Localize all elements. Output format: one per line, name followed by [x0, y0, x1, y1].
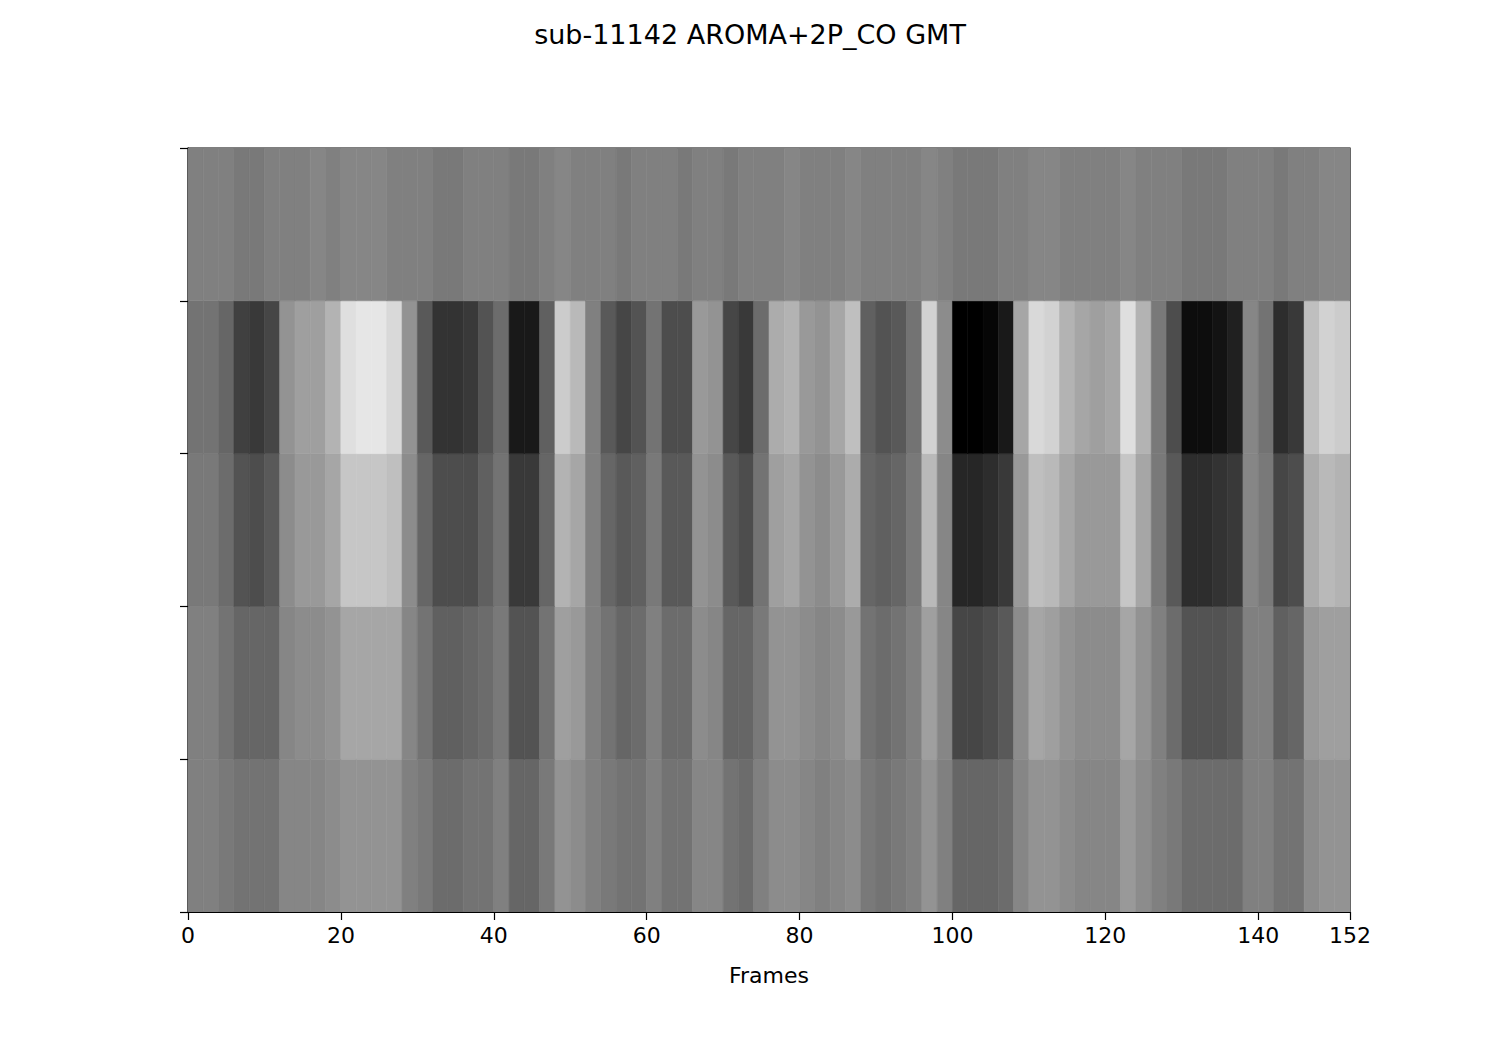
svg-text:20: 20 [327, 923, 355, 948]
svg-text:80: 80 [786, 923, 814, 948]
svg-text:60: 60 [633, 923, 661, 948]
svg-text:140: 140 [1237, 923, 1279, 948]
svg-text:120: 120 [1084, 923, 1126, 948]
svg-text:0: 0 [181, 923, 195, 948]
svg-text:Frames: Frames [729, 963, 809, 988]
svg-text:152: 152 [1329, 923, 1371, 948]
svg-text:40: 40 [480, 923, 508, 948]
svg-text:sub-11142 AROMA+2P_CO GMT: sub-11142 AROMA+2P_CO GMT [534, 19, 966, 50]
svg-text:100: 100 [931, 923, 973, 948]
